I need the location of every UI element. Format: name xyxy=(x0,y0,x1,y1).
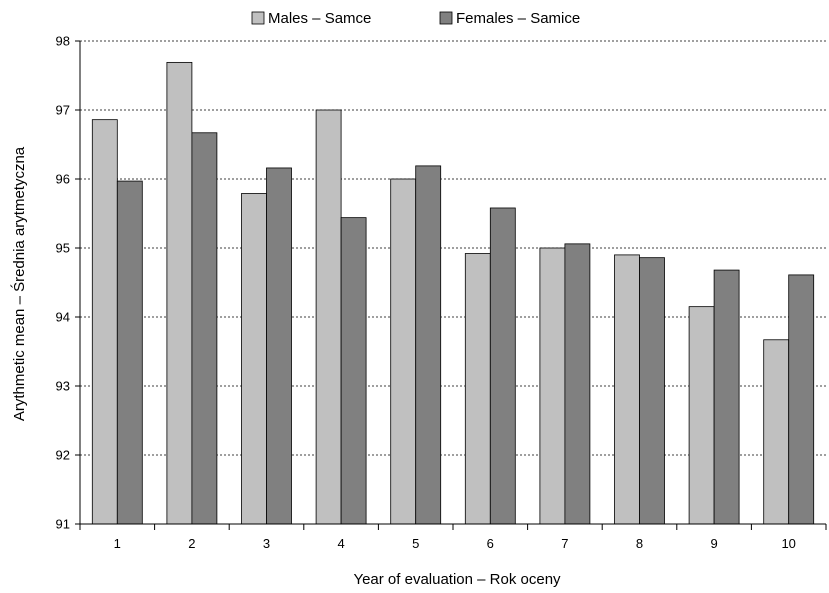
x-tick-labels: 1 2 3 4 5 6 7 8 9 10 xyxy=(114,536,796,551)
x-tick-label: 2 xyxy=(188,536,195,551)
legend-label-males: Males – Samce xyxy=(268,10,371,27)
x-tick-label: 8 xyxy=(636,536,643,551)
y-tick-label: 96 xyxy=(56,172,70,187)
x-tick-label: 5 xyxy=(412,536,419,551)
x-tick-label: 10 xyxy=(781,536,795,551)
bar-females-1 xyxy=(116,180,143,525)
y-tick-label: 94 xyxy=(56,310,70,325)
bar-females-4 xyxy=(340,217,367,525)
y-tick-label: 93 xyxy=(56,379,70,394)
y-tick-label: 92 xyxy=(56,448,70,463)
bar-males-4 xyxy=(315,109,342,525)
axes xyxy=(75,40,827,530)
bar-females-9 xyxy=(713,269,740,525)
legend-swatch-females xyxy=(439,11,453,25)
x-tick-label: 9 xyxy=(710,536,717,551)
bar-males-9 xyxy=(688,306,715,525)
x-tick-label: 7 xyxy=(561,536,568,551)
y-tick-labels: 91 92 93 94 95 96 97 98 xyxy=(56,34,70,532)
y-axis-title: Arythmetic mean – Średnia arytmetyczna xyxy=(10,146,28,421)
x-tick-label: 1 xyxy=(114,536,121,551)
bar-males-6 xyxy=(464,253,491,525)
x-tick-label: 4 xyxy=(337,536,344,551)
legend-swatch-males xyxy=(251,11,265,25)
y-tick-label: 98 xyxy=(56,34,70,49)
y-tick-label: 95 xyxy=(56,241,70,256)
bar-males-3 xyxy=(241,193,267,525)
bar-males-10 xyxy=(763,339,790,525)
bar-males-7 xyxy=(539,247,566,525)
bar-males-2 xyxy=(166,61,193,525)
legend-label-females: Females – Samice xyxy=(456,10,580,27)
legend: Males – Samce Females – Samice xyxy=(251,10,580,27)
bar-females-2 xyxy=(191,132,218,525)
bar-females-7 xyxy=(564,243,591,525)
x-axis-title: Year of evaluation – Rok oceny xyxy=(353,571,561,588)
x-tick-label: 6 xyxy=(487,536,494,551)
bar-males-5 xyxy=(390,178,417,525)
bar-females-5 xyxy=(415,165,442,525)
bar-females-10 xyxy=(788,274,815,525)
bar-males-1 xyxy=(91,119,118,525)
bar-females-3 xyxy=(266,167,292,525)
x-tick-label: 3 xyxy=(263,536,270,551)
bar-males-8 xyxy=(614,254,640,525)
bar-females-8 xyxy=(639,257,665,525)
bar-females-6 xyxy=(489,207,516,525)
bars xyxy=(91,61,815,525)
y-tick-label: 97 xyxy=(56,103,70,118)
y-tick-label: 91 xyxy=(56,517,70,532)
